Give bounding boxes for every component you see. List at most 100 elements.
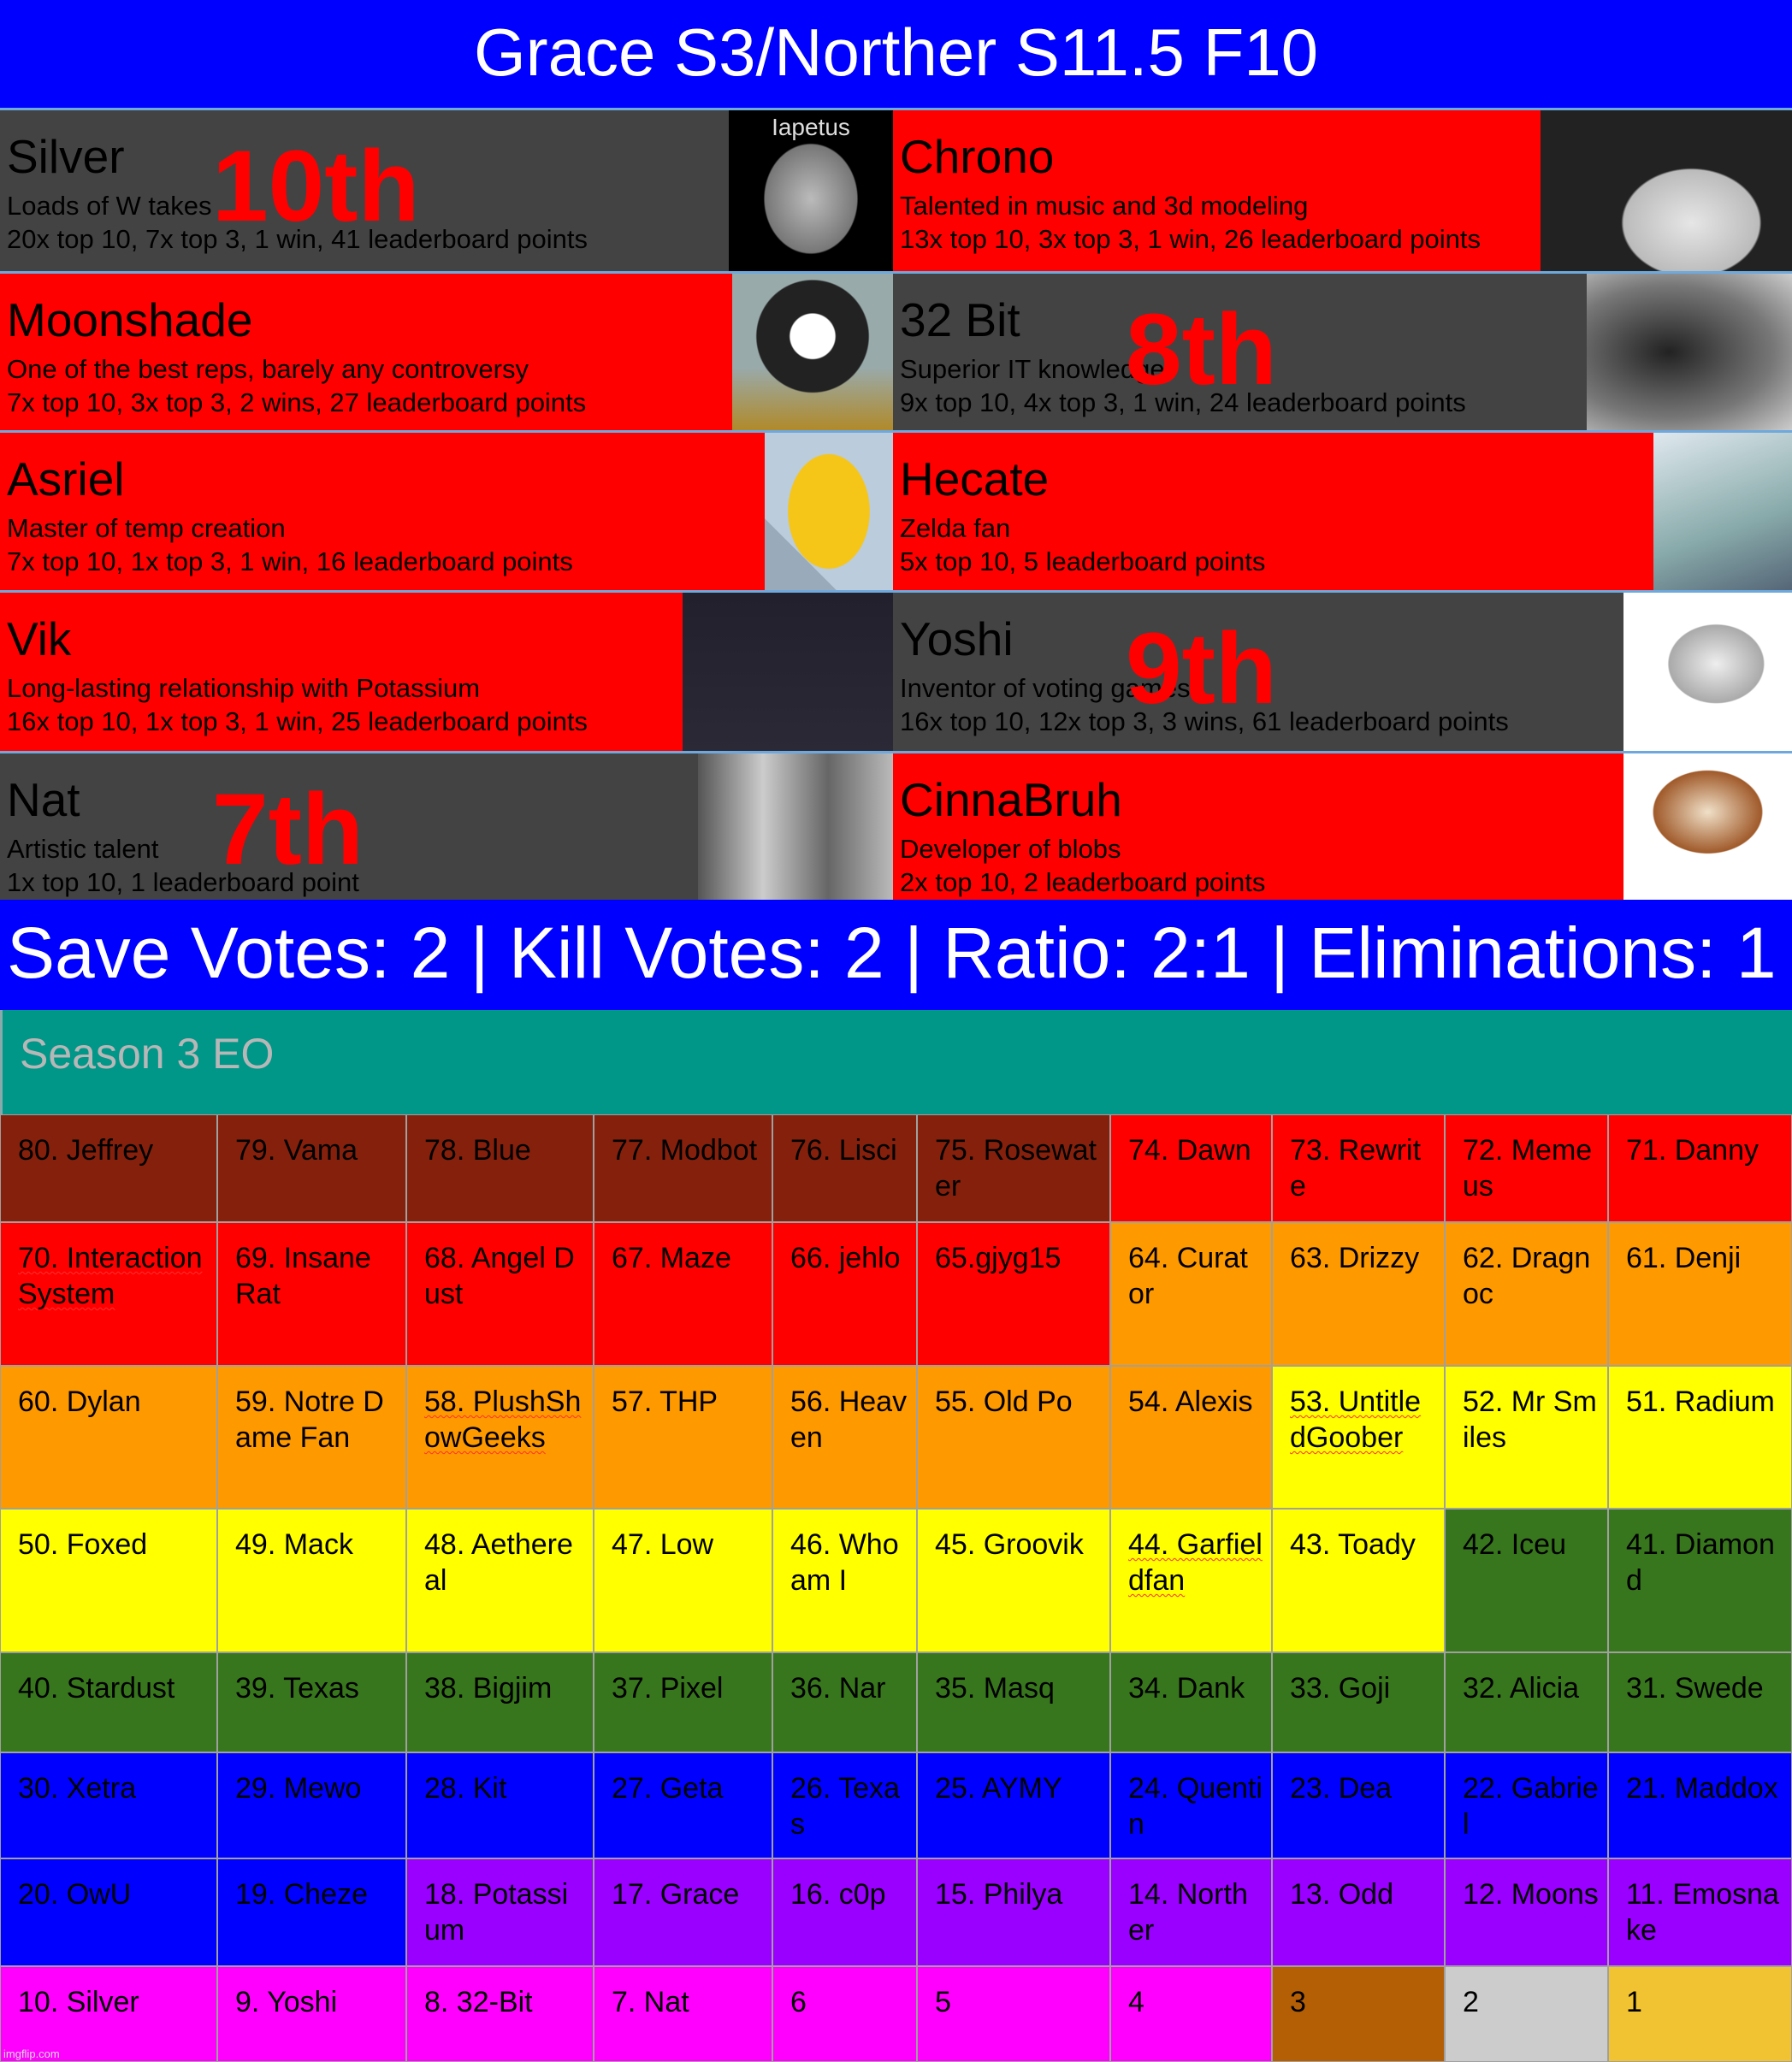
placement-label: 61. Denji — [1626, 1242, 1742, 1274]
placement-cell: 76. Lisci — [772, 1114, 917, 1222]
yoshi-render-image — [1623, 593, 1792, 751]
placement-label: 31. Swede — [1626, 1672, 1764, 1705]
placement-cell: 55. Old Po — [917, 1366, 1110, 1509]
placement-label: 52. Mr Smiles — [1463, 1385, 1597, 1454]
placement-label: 56. Heaven — [790, 1385, 908, 1454]
placement-cell: 72. Memeus — [1445, 1114, 1608, 1222]
placement-label: 14. Norther — [1128, 1878, 1248, 1947]
placement-cell: 79. Vama — [217, 1114, 406, 1222]
placement-cell: 30. Xetra — [0, 1752, 217, 1858]
placement-label: 66. jehlo — [790, 1242, 901, 1274]
placement-cell: 64. Curator — [1110, 1222, 1272, 1366]
placement-cell: 2 — [1445, 1966, 1608, 2062]
placement-cell: 16. c0p — [772, 1858, 917, 1966]
placement-cell: 41. Diamond — [1608, 1509, 1792, 1652]
placement-label: 29. Mewo — [235, 1772, 362, 1805]
placement-label: 58. PlushShowGeeks — [424, 1385, 582, 1454]
placement-cell: 65.gjyg15 — [917, 1222, 1110, 1366]
placement-label: 70. InteractionSystem — [18, 1242, 203, 1310]
placement-cell: 71. Danny — [1608, 1114, 1792, 1222]
placement-label: 53. UntitledGoober — [1290, 1385, 1422, 1454]
placement-cell: 70. InteractionSystem — [0, 1222, 217, 1366]
contestant-description: Talented in music and 3d modeling — [900, 191, 1309, 221]
placement-cell: 80. Jeffrey — [0, 1114, 217, 1222]
placement-cell: 51. Radium — [1608, 1366, 1792, 1509]
placement-label: 2 — [1463, 1986, 1479, 2018]
contestant-name: Vik — [7, 612, 72, 665]
placement-cell: 33. Goji — [1272, 1652, 1445, 1752]
placement-label: 77. Modbot — [612, 1134, 758, 1167]
placement-label: 54. Alexis — [1128, 1385, 1253, 1418]
placement-cell: 14. Norther — [1110, 1858, 1272, 1966]
placement-cell: 31. Swede — [1608, 1652, 1792, 1752]
placement-cell: 52. Mr Smiles — [1445, 1366, 1608, 1509]
placement-cell: 25. AYMY — [917, 1752, 1110, 1858]
placement-cell: 4 — [1110, 1966, 1272, 2062]
contestant-description: Long-lasting relationship with Potassium — [7, 673, 481, 703]
contestant-stats: 7x top 10, 1x top 3, 1 win, 16 leaderboa… — [7, 547, 573, 576]
placement-label: 7. Nat — [612, 1986, 689, 2018]
placement-cell: 75. Rosewater — [917, 1114, 1110, 1222]
game-cover-image — [1653, 433, 1792, 590]
3d-avatar-image — [1541, 110, 1792, 271]
placement-label: 3 — [1290, 1986, 1306, 2018]
placement-cell: 23. Dea — [1272, 1752, 1445, 1858]
placement-label: 69. Insane Rat — [235, 1242, 371, 1310]
elimination-rank-overlay: 8th — [1126, 293, 1277, 406]
placement-label: 67. Maze — [612, 1242, 731, 1274]
contestant-name: Chrono — [900, 130, 1055, 183]
contestant-card-vik: Vik Long-lasting relationship with Potass… — [0, 590, 893, 751]
placement-label: 22. Gabriel — [1463, 1772, 1599, 1840]
placement-label: 13. Odd — [1290, 1878, 1393, 1911]
elimination-rank-overlay: 10th — [212, 130, 420, 243]
placement-label: 44. Garfieldfan — [1128, 1528, 1263, 1597]
placement-label: 68. Angel Dust — [424, 1242, 575, 1310]
placement-cell: 18. Potassium — [406, 1858, 594, 1966]
placement-label: 8. 32-Bit — [424, 1986, 533, 2018]
placement-cell: 34. Dank — [1110, 1652, 1272, 1752]
placement-cell: 46. Who am I — [772, 1509, 917, 1652]
contestant-card-nat: Nat Artistic talent 1x top 10, 1 leaderboa… — [0, 751, 893, 900]
placement-cell: 68. Angel Dust — [406, 1222, 594, 1366]
placement-cell: 69. Insane Rat — [217, 1222, 406, 1366]
placement-label: 25. AYMY — [935, 1772, 1062, 1805]
contestant-description: Zelda fan — [900, 513, 1011, 543]
blurry-cat-image — [1587, 274, 1792, 430]
placement-cell: 42. Iceu — [1445, 1509, 1608, 1652]
placement-cell: 24. Quentin — [1110, 1752, 1272, 1858]
placement-cell: 8. 32-Bit — [406, 1966, 594, 2062]
contestant-card-chrono: Chrono Talented in music and 3d modeling 1… — [893, 108, 1792, 271]
contestant-name: Asriel — [7, 452, 125, 505]
placement-cell: 6 — [772, 1966, 917, 2062]
placement-cell: 32. Alicia — [1445, 1652, 1608, 1752]
placement-cell: 21. Maddox — [1608, 1752, 1792, 1858]
image-caption: Iapetus — [772, 114, 850, 140]
placement-label: 24. Quentin — [1128, 1772, 1263, 1840]
contestant-stats: 9x top 10, 4x top 3, 1 win, 24 leaderboa… — [900, 387, 1466, 417]
contestant-stats: 16x top 10, 1x top 3, 1 win, 25 leaderbo… — [7, 706, 588, 736]
placement-label: 79. Vama — [235, 1134, 358, 1167]
placement-label: 5 — [935, 1986, 951, 2018]
placement-cell: 77. Modbot — [594, 1114, 772, 1222]
contestant-name: 32 Bit — [900, 293, 1020, 346]
page-title: Grace S3/Norther S11.5 F10 — [0, 0, 1792, 108]
placement-label: 6 — [790, 1986, 807, 2018]
contestant-name: Moonshade — [7, 293, 253, 346]
contestant-stats: 5x top 10, 5 leaderboard points — [900, 547, 1266, 576]
placement-label: 10. Silver — [18, 1986, 139, 2018]
placement-label: 45. Groovik — [935, 1528, 1084, 1561]
placement-cell: 59. Notre Dame Fan — [217, 1366, 406, 1509]
contestant-name: Yoshi — [900, 612, 1014, 665]
placement-label: 35. Masq — [935, 1672, 1055, 1705]
contestant-name: Nat — [7, 773, 80, 826]
placement-cell: 27. Geta — [594, 1752, 772, 1858]
placement-cell: 28. Kit — [406, 1752, 594, 1858]
placement-cell: 11. Emosnake — [1608, 1858, 1792, 1966]
contestant-stats: 20x top 10, 7x top 3, 1 win, 41 leaderbo… — [7, 224, 588, 254]
contestant-name: Silver — [7, 130, 125, 183]
cinnamon-roll-image — [1623, 753, 1792, 900]
placement-label: 50. Foxed — [18, 1528, 148, 1561]
placement-cell: 43. Toady — [1272, 1509, 1445, 1652]
cartoon-character-image — [765, 433, 893, 590]
placement-cell: 10. Silver — [0, 1966, 217, 2062]
